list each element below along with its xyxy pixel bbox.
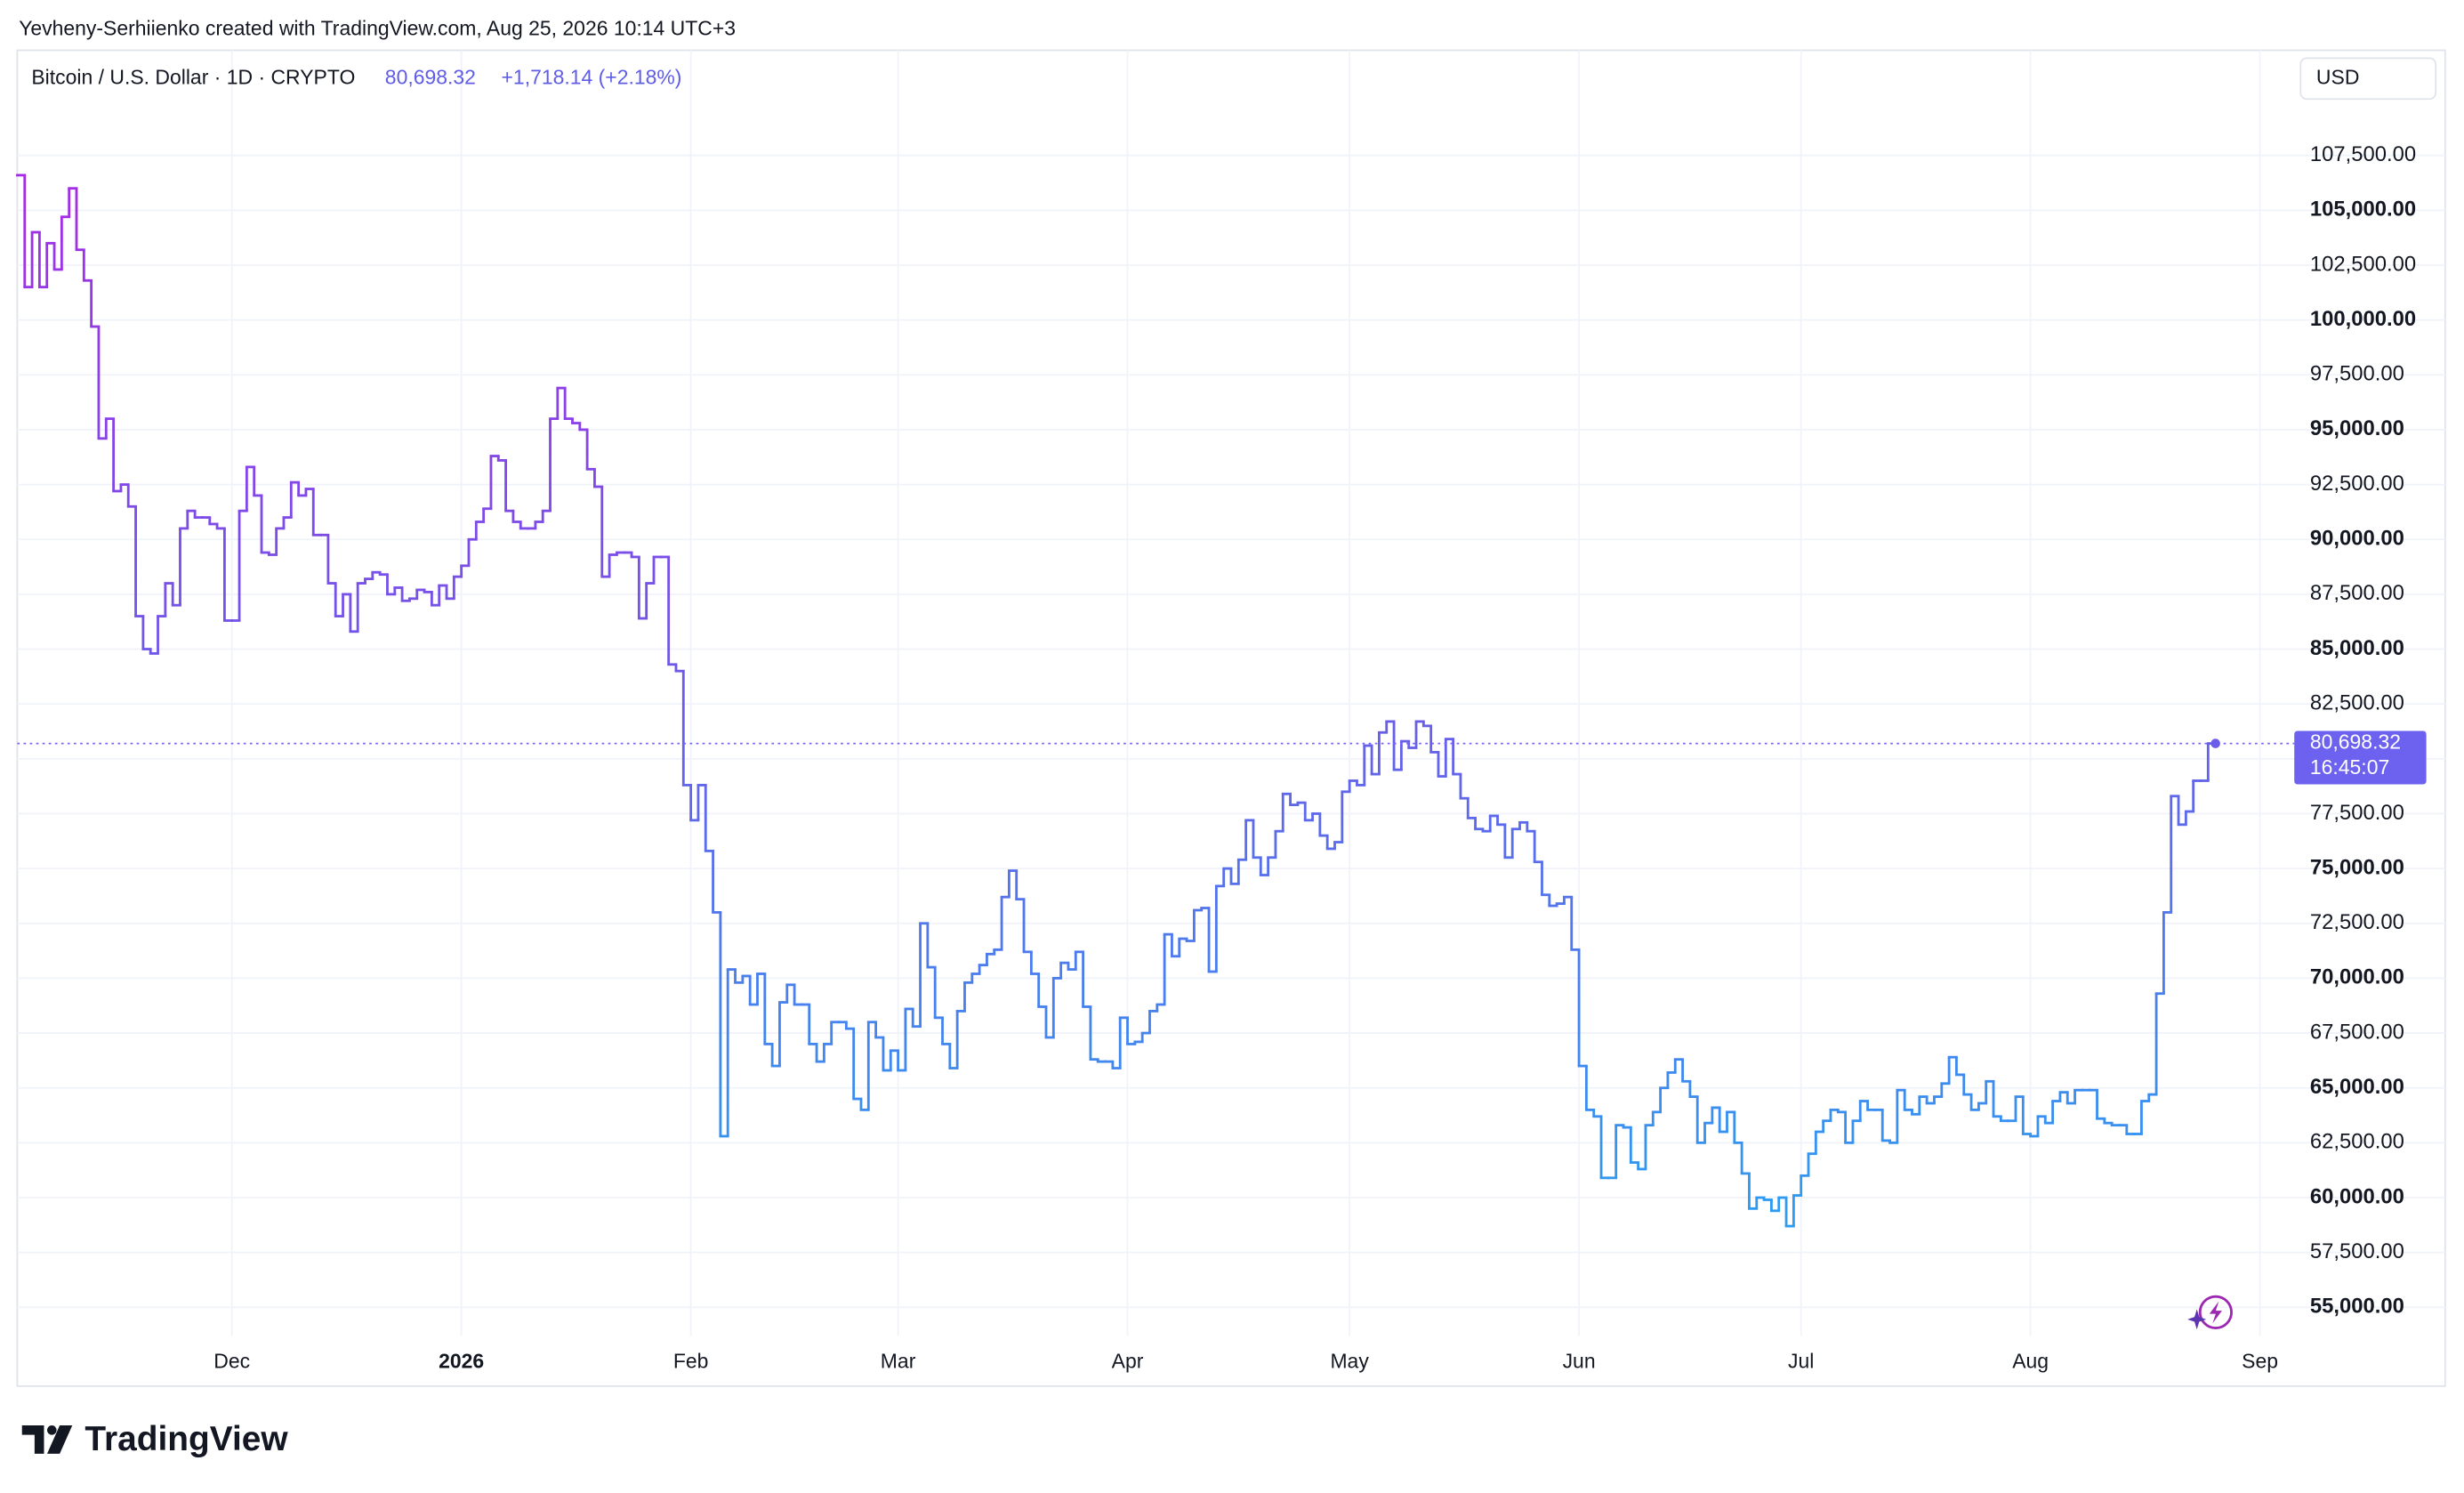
icon-sparkle[interactable]	[2187, 1309, 2207, 1330]
y-tick-label: 72,500.00	[2310, 910, 2404, 934]
x-tick-label: Mar	[881, 1349, 916, 1372]
y-tick-label: 77,500.00	[2310, 801, 2404, 825]
y-tick-label: 107,500.00	[2310, 142, 2416, 166]
y-tick-label: 82,500.00	[2310, 690, 2404, 714]
x-tick-label: Jun	[1563, 1349, 1596, 1372]
y-tick-label: 70,000.00	[2310, 965, 2404, 989]
y-tick-label: 92,500.00	[2310, 472, 2404, 496]
chart-frame	[16, 49, 2446, 1387]
y-tick-label: 100,000.00	[2310, 307, 2416, 331]
x-tick-label: May	[1330, 1349, 1369, 1372]
logo-slash	[46, 1425, 73, 1454]
y-tick-label: 65,000.00	[2310, 1075, 2404, 1099]
icon-bolt[interactable]	[2209, 1301, 2222, 1324]
logo-dot	[46, 1425, 57, 1435]
x-tick-label: Aug	[2012, 1349, 2049, 1372]
y-tick-label: 75,000.00	[2310, 855, 2404, 879]
y-tick-label: 97,500.00	[2310, 362, 2404, 386]
y-tick-label: 105,000.00	[2310, 198, 2416, 222]
y-tick-label: 102,500.00	[2310, 252, 2416, 276]
y-tick-label: 67,500.00	[2310, 1020, 2404, 1044]
x-tick-label: Sep	[2242, 1349, 2278, 1372]
legend-price: 80,698.32	[385, 65, 476, 88]
x-tick-label: Feb	[673, 1349, 709, 1372]
grid	[17, 50, 2445, 1336]
x-tick-label: 2026	[439, 1349, 484, 1372]
price-tag-countdown: 16:45:07	[2310, 755, 2389, 779]
x-tick-label: Jul	[1788, 1349, 1814, 1372]
attribution: Yevheny-Serhiienko created with TradingV…	[19, 17, 736, 40]
y-tick-label: 85,000.00	[2310, 636, 2404, 660]
y-tick-label: 62,500.00	[2310, 1130, 2404, 1154]
price-tag	[2294, 730, 2427, 785]
logo-mark	[21, 1425, 44, 1454]
legend-change: +1,718.14 (+2.18%)	[502, 65, 682, 88]
currency[interactable]: USD	[2316, 65, 2359, 88]
icon-circle[interactable]	[2198, 1295, 2233, 1329]
symbol-title: Bitcoin / U.S. Dollar · 1D · CRYPTO	[31, 65, 355, 88]
y-tick-label: 87,500.00	[2310, 581, 2404, 605]
axes: 55,000.00 57,500.00 60,000.00 62,500.00 65,0…	[213, 142, 2427, 1372]
currency-box[interactable]	[2299, 57, 2437, 101]
y-tick-label: 90,000.00	[2310, 527, 2404, 551]
y-tick-label: 95,000.00	[2310, 416, 2404, 440]
y-tick-label: 57,500.00	[2310, 1239, 2404, 1263]
x-tick-label: Apr	[1112, 1349, 1144, 1372]
x-tick-label: Dec	[213, 1349, 250, 1372]
logo: TradingView	[21, 1420, 288, 1458]
assistant-icon[interactable]	[2187, 1295, 2233, 1330]
y-tick-label: 60,000.00	[2310, 1184, 2404, 1208]
last-price-dot	[2210, 738, 2220, 748]
price-line	[16, 174, 2295, 1228]
logo-text: TradingView	[85, 1420, 288, 1458]
price-tag-value: 80,698.32	[2310, 730, 2401, 754]
y-tick-label: 55,000.00	[2310, 1295, 2404, 1319]
